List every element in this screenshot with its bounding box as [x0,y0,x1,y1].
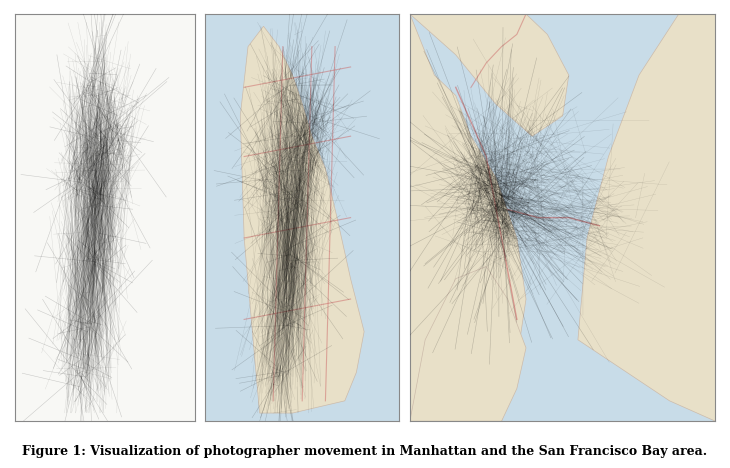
Polygon shape [240,26,364,413]
Text: Figure 1: Visualization of photographer movement in Manhattan and the San Franci: Figure 1: Visualization of photographer … [23,445,707,458]
Polygon shape [578,14,715,421]
Polygon shape [410,266,526,421]
Polygon shape [410,14,569,136]
Polygon shape [410,14,526,421]
